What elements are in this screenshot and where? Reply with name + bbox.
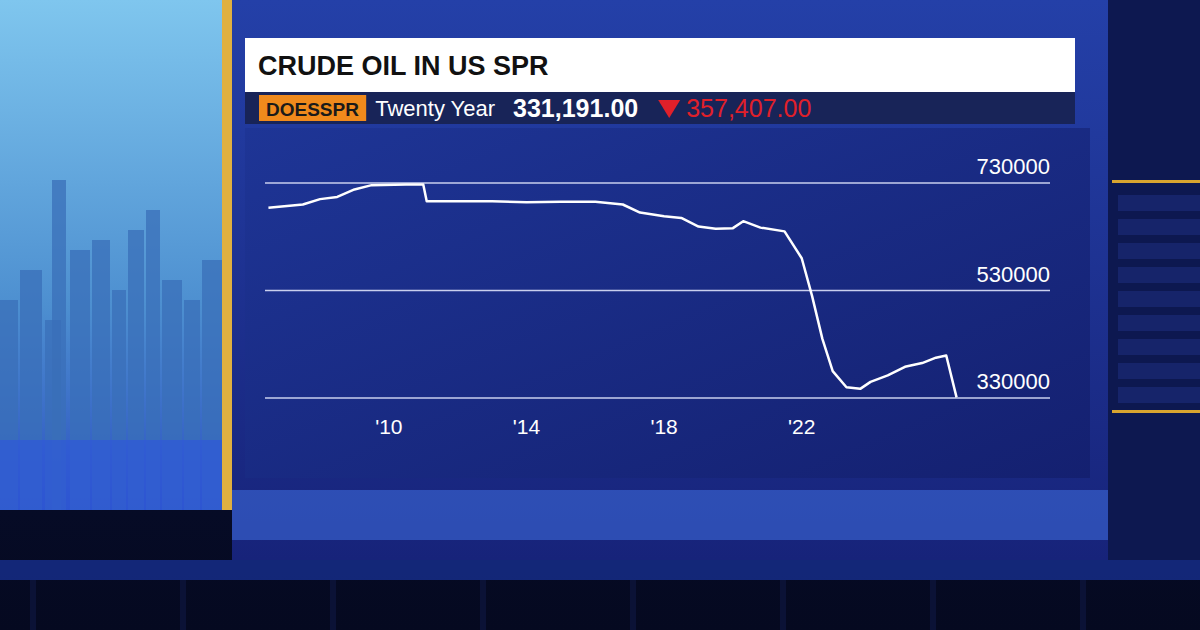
title: CRUDE OIL IN US SPR bbox=[258, 51, 549, 81]
side-slat bbox=[1118, 267, 1200, 283]
side-slat bbox=[1118, 243, 1200, 259]
subtitle: Twenty Year bbox=[375, 96, 495, 121]
side-slat bbox=[1118, 195, 1200, 211]
stage bbox=[0, 0, 1200, 630]
side-slat bbox=[1118, 339, 1200, 355]
side-slat bbox=[1118, 363, 1200, 379]
stage-post bbox=[1080, 580, 1086, 630]
title-bar bbox=[245, 38, 1075, 92]
y-tick-label: 330000 bbox=[977, 369, 1050, 394]
x-tick-label: '18 bbox=[650, 415, 677, 438]
side-slat bbox=[1118, 387, 1200, 403]
gold-border bbox=[222, 0, 232, 510]
side-panel bbox=[1108, 0, 1200, 560]
side-slat bbox=[1118, 219, 1200, 235]
change-value: 357,407.00 bbox=[686, 94, 811, 122]
y-tick-label: 530000 bbox=[977, 262, 1050, 287]
grid-line bbox=[265, 182, 1050, 184]
side-slat bbox=[1118, 315, 1200, 331]
city-base bbox=[0, 440, 222, 510]
chart-panel bbox=[232, 0, 1108, 560]
ticker-box bbox=[259, 95, 366, 121]
stage-post bbox=[930, 580, 936, 630]
stage-post bbox=[780, 580, 786, 630]
x-tick-label: '14 bbox=[513, 415, 541, 438]
spr-line bbox=[268, 185, 956, 398]
y-tick-label: 730000 bbox=[977, 154, 1050, 179]
sub-bar bbox=[245, 92, 1075, 124]
plot-background bbox=[245, 128, 1090, 478]
scene: CRUDE OIL IN US SPR DOESSPR Twenty Year 331… bbox=[0, 0, 1200, 630]
down-triangle bbox=[658, 100, 680, 118]
gold-line bbox=[1112, 410, 1200, 413]
stage-post bbox=[330, 580, 336, 630]
plot-marks bbox=[268, 185, 956, 398]
x-tick-label: '10 bbox=[375, 415, 402, 438]
stage-post bbox=[630, 580, 636, 630]
side-slat bbox=[1118, 291, 1200, 307]
grid-line bbox=[265, 290, 1050, 292]
ticker: DOESSPR bbox=[266, 99, 359, 120]
x-tick-label: '22 bbox=[788, 415, 815, 438]
city-panel bbox=[0, 0, 222, 510]
gold-line bbox=[1112, 180, 1200, 183]
stage-post bbox=[180, 580, 186, 630]
last-value: 331,191.00 bbox=[513, 94, 638, 122]
panel-strip bbox=[232, 490, 1108, 540]
grid-line bbox=[265, 397, 1050, 399]
stage-light bbox=[0, 560, 1200, 580]
stage-post bbox=[480, 580, 486, 630]
stage-post bbox=[30, 580, 36, 630]
